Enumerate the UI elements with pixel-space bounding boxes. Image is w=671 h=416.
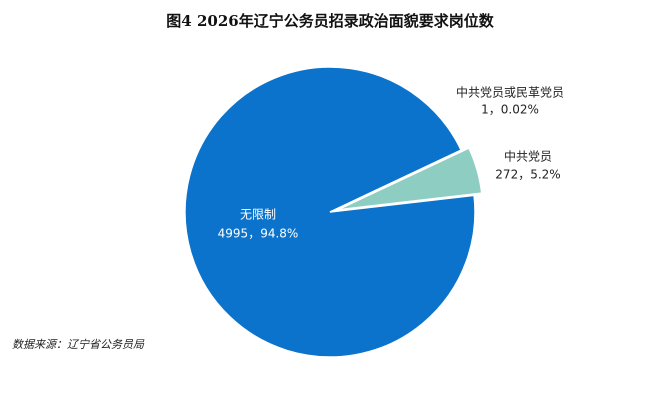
category-label: 中共党员 [504,149,552,164]
category-label: 中共党员或民革党员 [456,85,564,100]
category-label: 无限制 [240,208,276,222]
pie-slice [329,149,463,213]
data-label: 272，5.2% [495,168,560,182]
chart-title: 图4 2026年辽宁公务员招录政治面貌要求岗位数 [166,12,494,30]
data-label: 4995，94.8% [218,227,299,241]
source-note: 数据来源：辽宁省公务员局 [12,338,145,351]
pie-slice [337,147,483,211]
data-label: 1，0.02% [481,103,539,117]
